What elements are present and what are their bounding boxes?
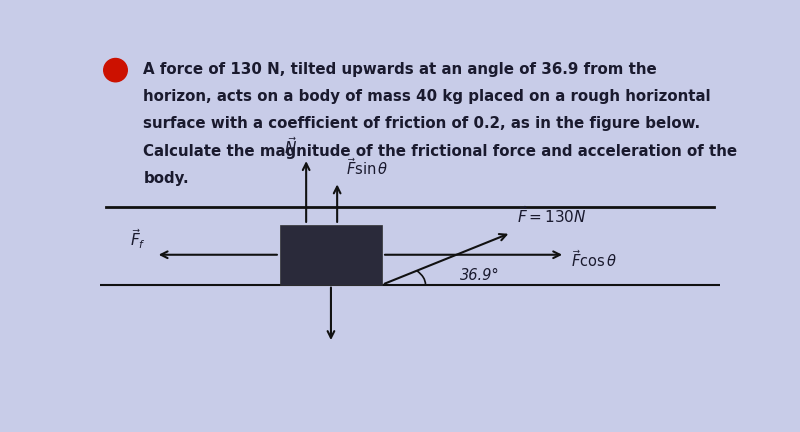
Text: $\vec{F}\sin\theta$: $\vec{F}\sin\theta$ [346,157,389,178]
Text: $\vec{F}_f$: $\vec{F}_f$ [130,228,146,251]
Text: A force of 130 N, tilted upwards at an angle of 36.9 from the: A force of 130 N, tilted upwards at an a… [143,62,657,77]
Ellipse shape [104,58,127,82]
Text: $\vec{F}\cos\theta$: $\vec{F}\cos\theta$ [571,249,618,270]
Bar [280,225,382,285]
Text: horizon, acts on a body of mass 40 kg placed on a rough horizontal: horizon, acts on a body of mass 40 kg pl… [143,89,711,104]
Text: Calculate the magnitude of the frictional force and acceleration of the: Calculate the magnitude of the frictiona… [143,144,738,159]
Text: 36.9°: 36.9° [461,267,500,283]
Text: body.: body. [143,171,189,186]
Text: surface with a coefficient of friction of 0.2, as in the figure below.: surface with a coefficient of friction o… [143,116,701,131]
Text: $\vec{F}=130N$: $\vec{F}=130N$ [518,205,587,226]
Text: $\vec{N}$: $\vec{N}$ [284,136,297,157]
